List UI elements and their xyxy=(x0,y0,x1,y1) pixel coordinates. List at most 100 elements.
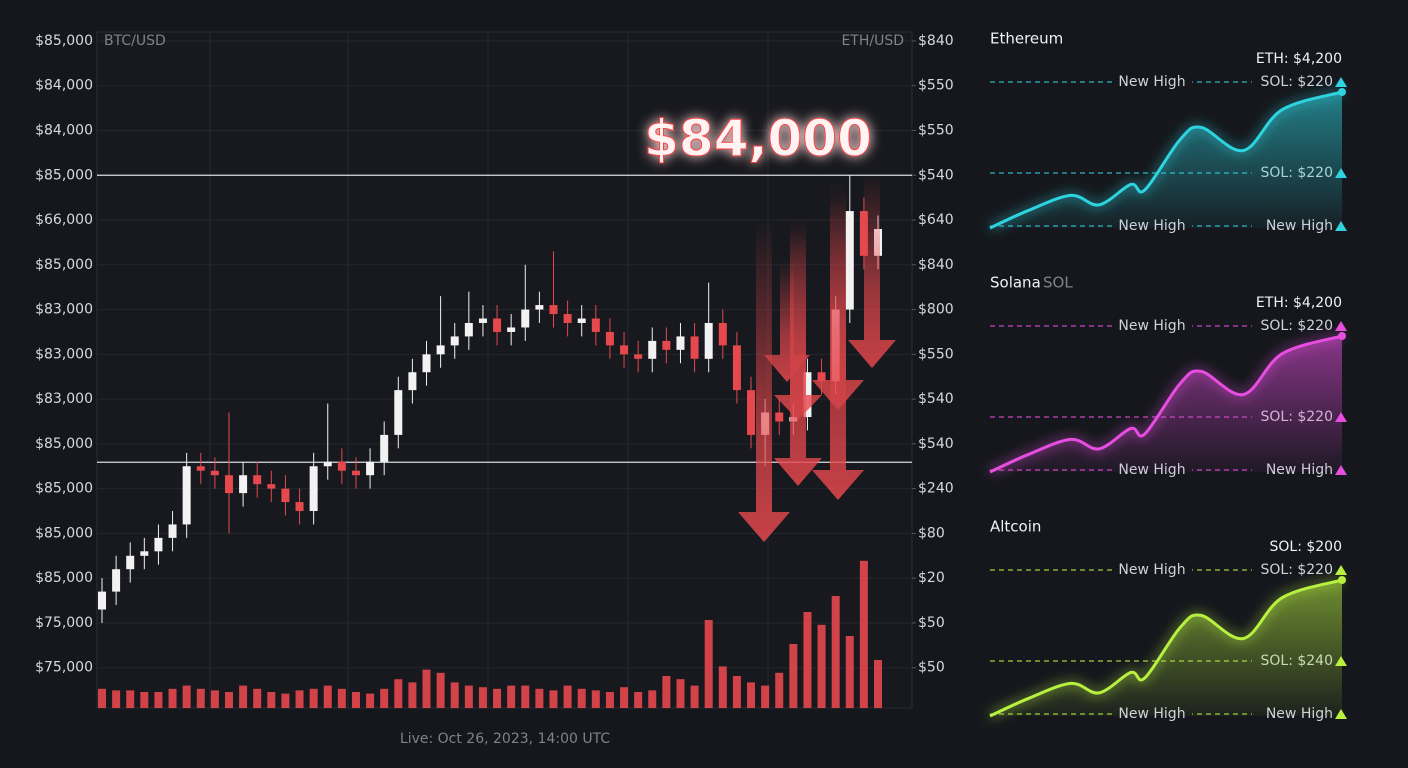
panel-label: ETH: $4,200 xyxy=(1256,295,1342,311)
volume-bar xyxy=(182,685,191,708)
candle-body xyxy=(408,372,417,391)
guide-tag: SOL: $220 xyxy=(1260,74,1333,90)
down-arrows xyxy=(738,175,896,542)
candle-body xyxy=(591,318,600,332)
candle-body xyxy=(507,327,516,332)
y-tick-label: $83,000 xyxy=(35,346,93,362)
candle-body xyxy=(98,591,106,610)
guide-label: New High xyxy=(1118,562,1185,578)
volume-bar xyxy=(690,685,699,708)
volume-bar xyxy=(239,685,248,708)
candle-body xyxy=(450,336,459,346)
pair-label: BTC/USD xyxy=(104,33,166,49)
arrow xyxy=(738,220,790,542)
volume-bar xyxy=(140,692,149,708)
volume-bar xyxy=(126,690,135,708)
candle-body xyxy=(577,318,586,323)
candle-body xyxy=(154,537,163,552)
volume-bar xyxy=(408,682,417,708)
tag-bg xyxy=(1252,560,1348,580)
candle-body xyxy=(436,345,445,355)
footer: Live: Oct 26, 2023, 14:00 UTC xyxy=(400,731,610,747)
volume-bar xyxy=(196,688,205,708)
volume-bar xyxy=(323,685,332,708)
volume-bar xyxy=(648,690,657,708)
y2-tick-label: $540 xyxy=(918,436,954,452)
y-tick-label: $84,000 xyxy=(35,122,93,138)
candle-body xyxy=(267,484,276,489)
candle-body xyxy=(704,322,713,359)
pair-label: ETH/USD xyxy=(841,33,904,49)
volume-bar xyxy=(351,692,360,708)
candle-body xyxy=(845,211,854,310)
volume-bar xyxy=(464,685,473,708)
guide-tag: SOL: $220 xyxy=(1260,318,1333,334)
label-bg xyxy=(1112,560,1192,580)
y-tick-label: $85,000 xyxy=(35,167,93,183)
y2-tick-label: $20 xyxy=(918,570,945,586)
candle-body xyxy=(394,390,403,435)
y-tick-label: $85,000 xyxy=(35,481,93,497)
candle-body xyxy=(196,466,205,471)
candle-body xyxy=(422,354,431,373)
end-dot xyxy=(1338,332,1346,340)
y2-tick-label: $50 xyxy=(918,660,945,676)
candle-body xyxy=(817,372,826,382)
label-bg xyxy=(1112,316,1192,336)
volume-bar xyxy=(817,624,826,708)
arrow xyxy=(812,200,864,410)
panel-subtitle: SOL xyxy=(1043,274,1073,292)
y-tick-label: $83,000 xyxy=(35,391,93,407)
volume-bar xyxy=(436,672,445,708)
candle-body xyxy=(803,372,812,418)
volume-bar xyxy=(620,687,629,708)
tag-bg xyxy=(1252,316,1348,336)
volume-bar xyxy=(210,690,219,708)
candle-body xyxy=(323,461,332,467)
volume-bar xyxy=(831,596,840,708)
guide-tag: SOL: $220 xyxy=(1260,562,1333,578)
area-line xyxy=(989,90,1343,230)
candle-body xyxy=(676,336,685,350)
volume-bar xyxy=(224,692,233,708)
candle-body xyxy=(140,551,149,556)
y2-tick-label: $550 xyxy=(918,122,954,138)
volume-bar xyxy=(577,688,586,708)
candle-body xyxy=(295,502,304,512)
area-line xyxy=(989,334,1343,474)
candle-body xyxy=(239,475,248,494)
candle-body xyxy=(859,211,868,256)
volume-bar xyxy=(493,688,502,708)
guide-label: New High xyxy=(1118,74,1185,90)
candle-body xyxy=(309,466,318,512)
volume-bar xyxy=(845,636,854,708)
tag-marker xyxy=(1335,565,1347,575)
candle-body xyxy=(563,314,572,323)
end-dot xyxy=(1338,88,1346,96)
candle-body xyxy=(535,305,544,310)
y-tick-label: $85,000 xyxy=(35,570,93,586)
label-bg xyxy=(1112,72,1192,92)
y2-tick-label: $550 xyxy=(918,346,954,362)
volume-bar xyxy=(507,685,516,708)
volume-bar xyxy=(281,693,290,708)
volume-bar xyxy=(591,690,600,708)
volume-bar xyxy=(154,692,163,708)
volume-bar xyxy=(605,692,614,708)
y-tick-label: $85,000 xyxy=(35,436,93,452)
candle-body xyxy=(732,345,741,391)
volume-bar xyxy=(295,690,304,708)
candle-body xyxy=(168,524,177,538)
volume-bar xyxy=(549,690,558,708)
y2-tick-label: $840 xyxy=(918,33,954,49)
arrow xyxy=(848,175,896,368)
y2-tick-label: $840 xyxy=(918,257,954,273)
volume-bar xyxy=(747,682,756,708)
volume-bar xyxy=(789,644,798,708)
volume-bar xyxy=(309,688,318,708)
arrow xyxy=(774,230,822,420)
y-tick-label: $75,000 xyxy=(35,660,93,676)
volume-bar xyxy=(98,688,106,708)
candle-body xyxy=(605,331,614,346)
tag-marker xyxy=(1335,321,1347,331)
